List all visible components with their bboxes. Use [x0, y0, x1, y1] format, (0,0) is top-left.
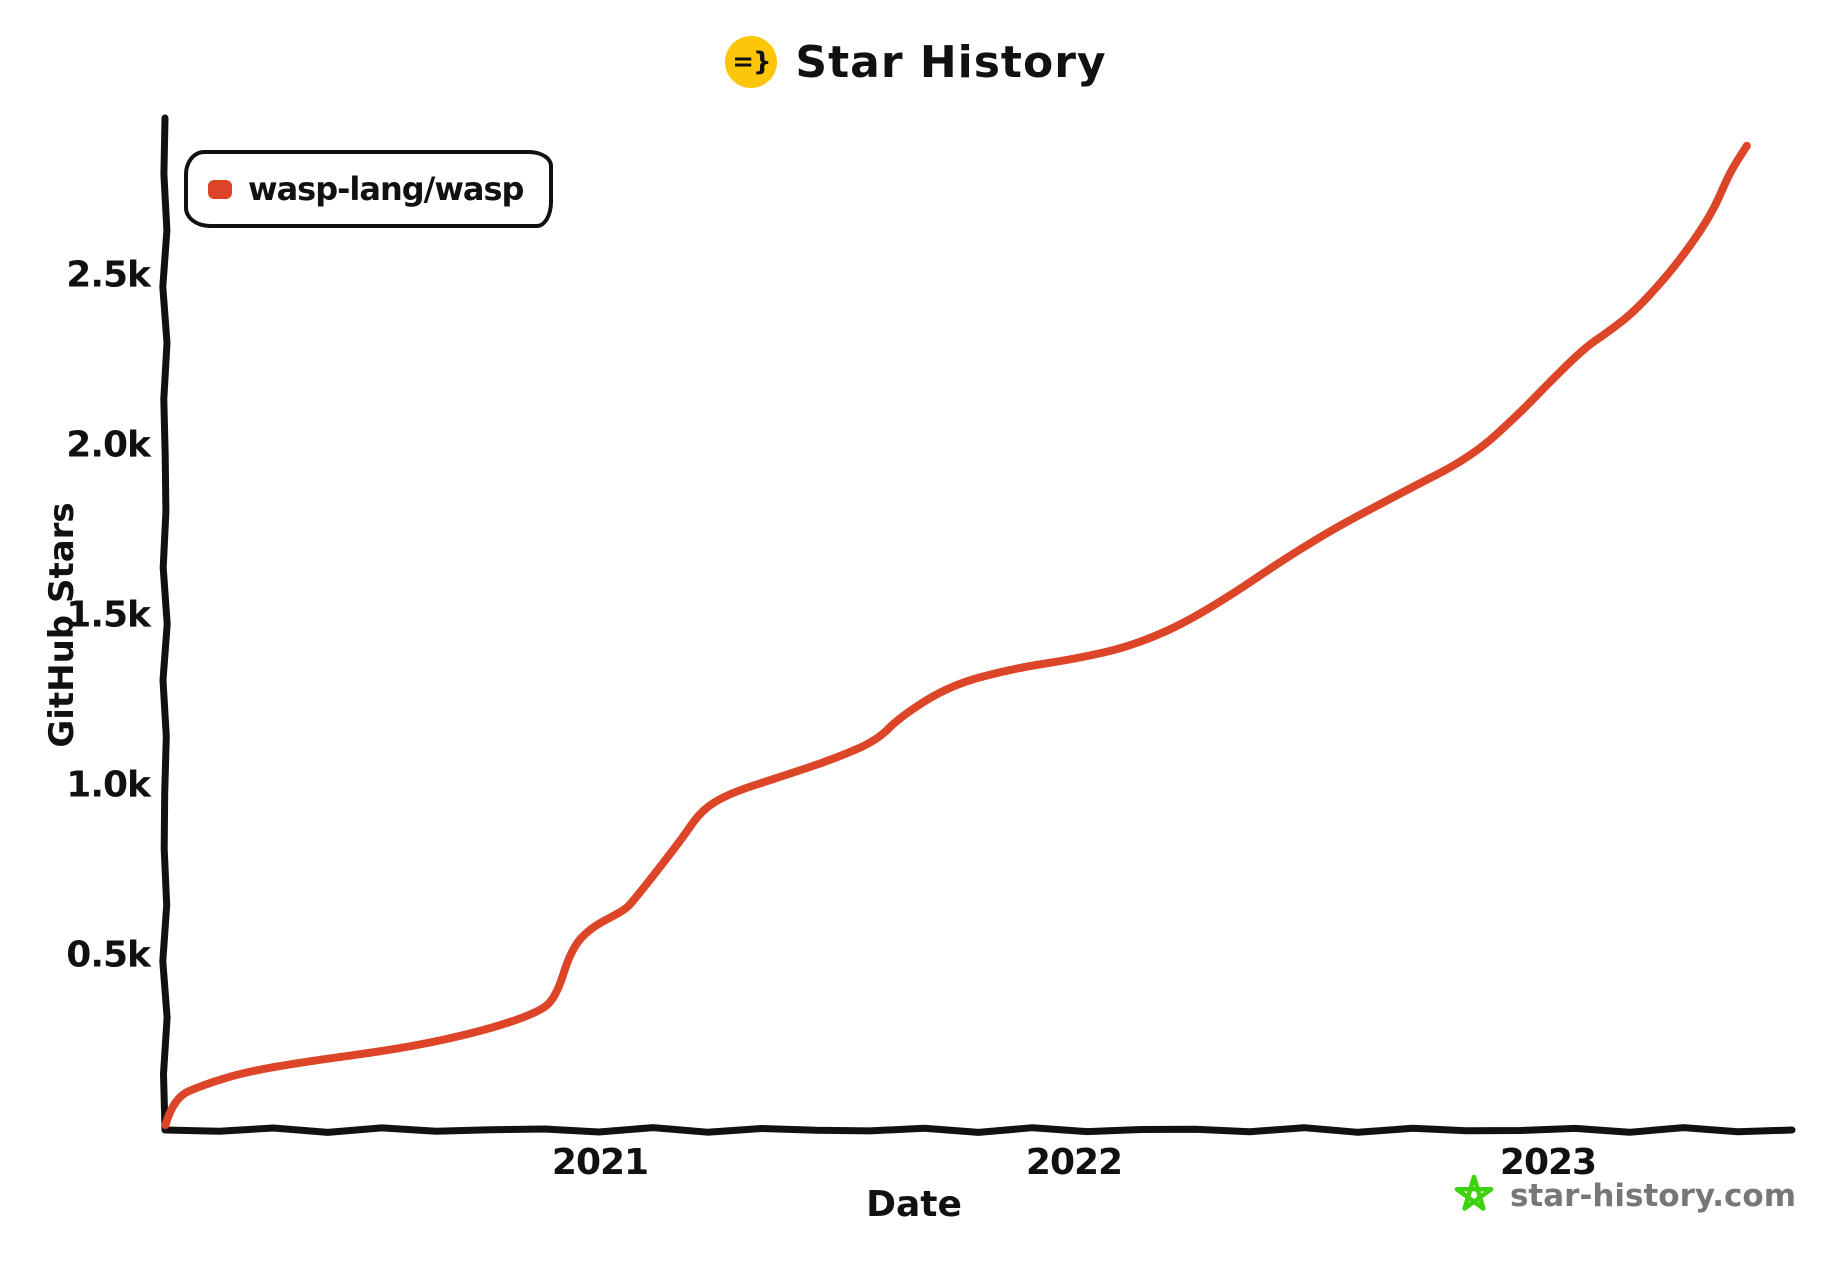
watermark-text: star-history.com — [1509, 1178, 1796, 1214]
legend: wasp-lang/wasp — [184, 150, 554, 228]
green-star-icon — [1454, 1174, 1494, 1211]
x-axis-line — [161, 1124, 1796, 1136]
wasp-logo-icon: =} — [725, 36, 778, 88]
y-axis-line — [159, 114, 171, 1134]
chart-header: =} Star History — [0, 36, 1832, 88]
series-marker-icon — [208, 179, 232, 199]
legend-series-label: wasp-lang/wasp — [248, 170, 524, 208]
page-title: Star History — [795, 36, 1107, 88]
x-axis-title: Date — [866, 1184, 962, 1225]
star-history-watermark-link[interactable]: star-history.com — [1452, 1174, 1796, 1218]
series-line — [161, 141, 1751, 1129]
